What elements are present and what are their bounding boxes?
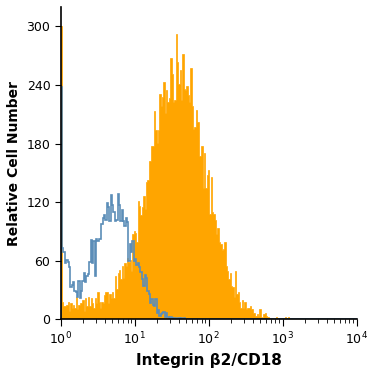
Y-axis label: Relative Cell Number: Relative Cell Number — [7, 81, 21, 246]
X-axis label: Integrin β2/CD18: Integrin β2/CD18 — [136, 353, 282, 368]
